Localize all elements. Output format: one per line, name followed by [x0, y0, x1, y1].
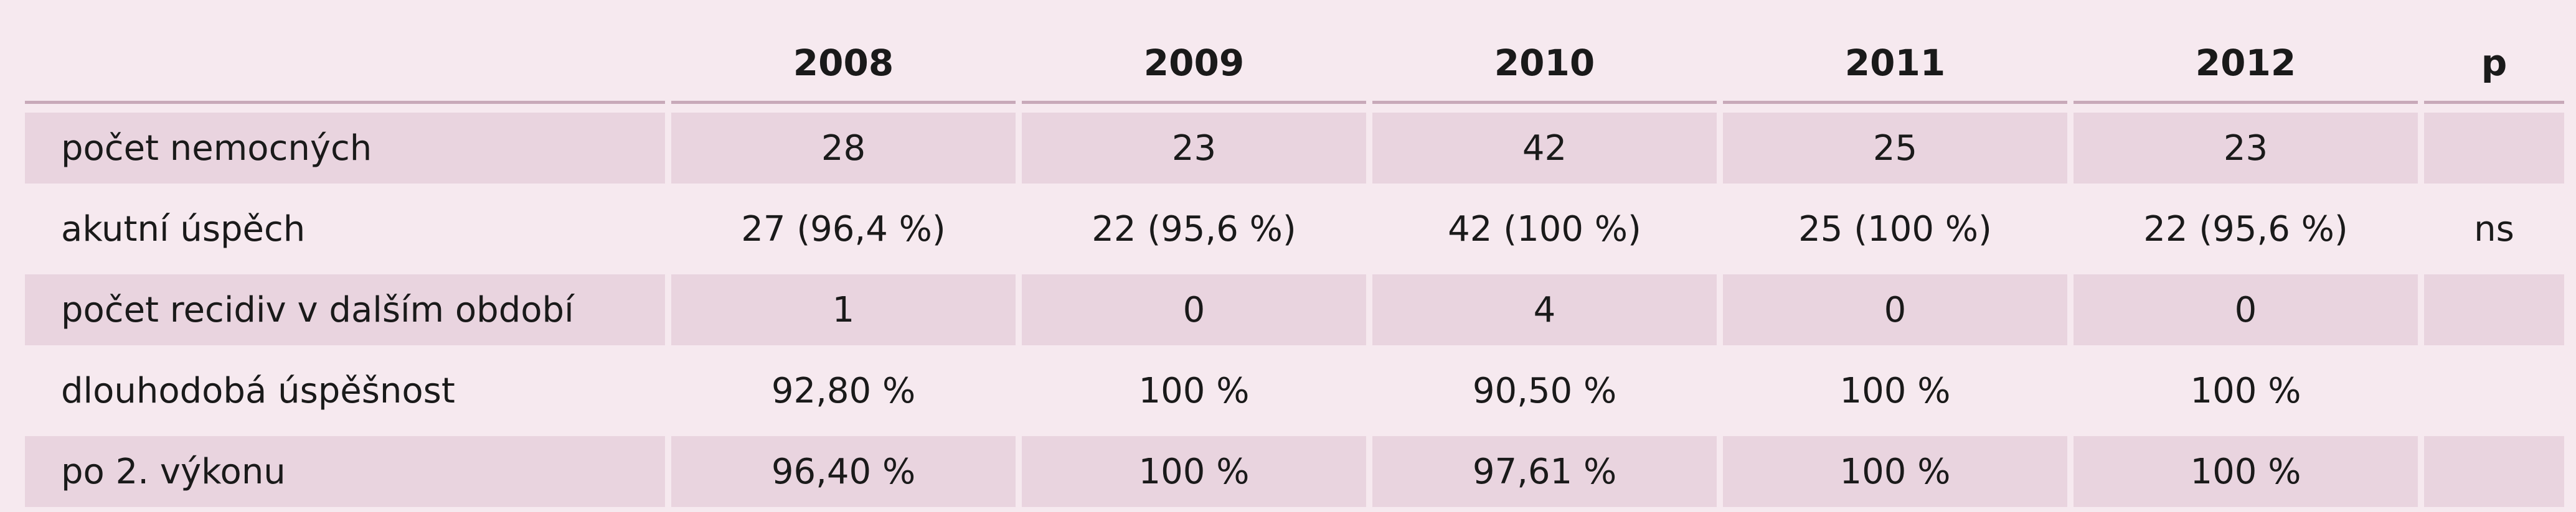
- table-cell: 42 (100 %): [1372, 189, 1717, 269]
- table-cell: 22 (95,6 %): [2074, 189, 2418, 269]
- row-label: počet nemocných: [25, 104, 665, 189]
- table-row: akutní úspěch 27 (96,4 %) 22 (95,6 %) 42…: [25, 189, 2564, 269]
- table-cell: [2424, 350, 2564, 431]
- table-cell: 100 %: [1022, 350, 1366, 431]
- table-cell: 97,61 %: [1372, 431, 1717, 512]
- table-cell: 100 %: [2074, 431, 2418, 512]
- row-label: počet recidiv v dalším období: [25, 269, 665, 350]
- table-cell: 100 %: [1022, 431, 1366, 512]
- header-cell-2012: 2012: [2074, 25, 2418, 104]
- header-cell-empty: [25, 25, 665, 104]
- table-cell: 42: [1372, 104, 1717, 189]
- table-row: dlouhodobá úspěšnost 92,80 % 100 % 90,50…: [25, 350, 2564, 431]
- table-cell: 96,40 %: [671, 431, 1016, 512]
- table-cell: 22 (95,6 %): [1022, 189, 1366, 269]
- table-cell: 0: [2074, 269, 2418, 350]
- header-cell-2008: 2008: [671, 25, 1016, 104]
- row-label: akutní úspěch: [25, 189, 665, 269]
- table-row: počet recidiv v dalším období 1 0 4 0 0: [25, 269, 2564, 350]
- table-cell: 25 (100 %): [1723, 189, 2067, 269]
- table-cell: 100 %: [2074, 350, 2418, 431]
- results-table: 2008 2009 2010 2011 2012 p počet nemocný…: [19, 25, 2570, 512]
- table-cell: 0: [1723, 269, 2067, 350]
- table-cell: 25: [1723, 104, 2067, 189]
- row-label: dlouhodobá úspěšnost: [25, 350, 665, 431]
- table-cell: ns: [2424, 189, 2564, 269]
- table-cell: 100 %: [1723, 431, 2067, 512]
- page: 2008 2009 2010 2011 2012 p počet nemocný…: [25, 42, 2564, 512]
- table-cell: 23: [2074, 104, 2418, 189]
- table-cell: 100 %: [1723, 350, 2067, 431]
- table-row: po 2. výkonu 96,40 % 100 % 97,61 % 100 %…: [25, 431, 2564, 512]
- table-cell: 90,50 %: [1372, 350, 1717, 431]
- table-cell: 4: [1372, 269, 1717, 350]
- table-cell: [2424, 104, 2564, 189]
- header-cell-2009: 2009: [1022, 25, 1366, 104]
- table-cell: [2424, 269, 2564, 350]
- table-cell: 23: [1022, 104, 1366, 189]
- header-cell-p: p: [2424, 25, 2564, 104]
- row-label: po 2. výkonu: [25, 431, 665, 512]
- table-cell: 0: [1022, 269, 1366, 350]
- table-cell: 28: [671, 104, 1016, 189]
- header-cell-2010: 2010: [1372, 25, 1717, 104]
- table-row: počet nemocných 28 23 42 25 23: [25, 104, 2564, 189]
- table-cell: 27 (96,4 %): [671, 189, 1016, 269]
- header-cell-2011: 2011: [1723, 25, 2067, 104]
- table-cell: [2424, 431, 2564, 512]
- table-header-row: 2008 2009 2010 2011 2012 p: [25, 25, 2564, 104]
- table-cell: 1: [671, 269, 1016, 350]
- table-cell: 92,80 %: [671, 350, 1016, 431]
